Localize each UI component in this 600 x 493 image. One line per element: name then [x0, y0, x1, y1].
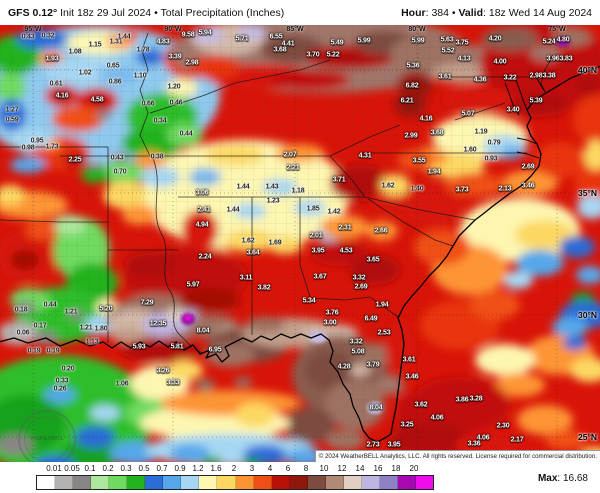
- max-label: Max: [537, 473, 558, 484]
- colorbar-tick: 0.9: [174, 464, 186, 473]
- colorbar-area: 0.01 0.05 0.1 0.2 0.3 0.5 0.7 0.9 1.2 1.6 2 3 4 6 8 10 1…: [0, 462, 600, 493]
- colorbar-tick: 6: [285, 464, 291, 473]
- max-value: 16.68: [562, 473, 588, 484]
- colorbar-tick: 14: [355, 464, 365, 473]
- colorbar-tick: 0.3: [120, 464, 132, 473]
- colorbar-segment: [271, 476, 290, 489]
- copyright-notice: © 2024 WeatherBELL Analytics, LLC. All r…: [314, 450, 600, 462]
- colorbar-segment: [325, 476, 344, 489]
- colorbar-tick: 20: [409, 464, 419, 473]
- colorbar-segment: [343, 476, 362, 489]
- precip-shading-canvas: [0, 25, 600, 462]
- colorbar-tick: 10: [319, 464, 329, 473]
- colorbar-tick: 18: [391, 464, 401, 473]
- model-name: GFS 0.12°: [8, 6, 58, 19]
- colorbar-segment: [199, 476, 218, 489]
- colorbar-segment: [253, 476, 272, 489]
- colorbar-segment: [307, 476, 326, 489]
- colorbar-segment: [379, 476, 398, 489]
- colorbar-tick: 3: [249, 464, 255, 473]
- colorbar-segment: [397, 476, 416, 489]
- valid-value: 18z Wed 14 Aug 2024: [488, 6, 592, 19]
- precipitation-map: 0.43 0.32 1.15 1.31 1.44 1.08 1.93 1.78 2.98 1.02…: [0, 25, 600, 468]
- product-name: Total Precipitation (Inches): [160, 6, 285, 19]
- colorbar-segment: [163, 476, 182, 489]
- colorbar-tick: 0.1: [84, 464, 96, 473]
- colorbar-tick: 4: [267, 464, 273, 473]
- bays-coast-detail: [504, 73, 546, 159]
- colorbar-tick: 0.05: [64, 464, 80, 473]
- colorbar-tick: 0.01: [46, 464, 62, 473]
- colorbar-segment: [145, 476, 164, 489]
- colorbar-segment: [181, 476, 200, 489]
- colorbar-segment: [217, 476, 236, 489]
- colorbar-segment: [289, 476, 308, 489]
- colorbar-segment: [109, 476, 128, 489]
- colorbar-segment: [91, 476, 110, 489]
- colorbar-tick: 16: [373, 464, 383, 473]
- colorbar-tick: 0.5: [138, 464, 150, 473]
- valid-time-block: Hour: 384 • Valid: 18z Wed 14 Aug 2024: [401, 6, 592, 19]
- colorbar-segment: [361, 476, 380, 489]
- max-value-readout: Max: 16.68: [537, 473, 588, 484]
- colorbar-segment: [235, 476, 254, 489]
- colorbar-tick: 2: [231, 464, 237, 473]
- colorbar-tick: 8: [303, 464, 309, 473]
- state-borders: [0, 32, 554, 363]
- map-title: GFS 0.12° Init 18z 29 Jul 2024 • Total P…: [8, 7, 284, 19]
- colorbar-segment: [73, 476, 92, 489]
- coastline: [0, 65, 600, 443]
- hour-value: 384: [431, 6, 449, 19]
- valid-bullet: •: [451, 6, 456, 19]
- colorbar-tick-labels: 0.01 0.05 0.1 0.2 0.3 0.5 0.7 0.9 1.2 1.6 2 3 4 6 8 10 1…: [0, 464, 600, 474]
- watermark-text: WeatherBELL: [30, 436, 64, 442]
- colorbar-tick: 0.2: [102, 464, 114, 473]
- colorbar-segment: [55, 476, 74, 489]
- colorbar-scale: [36, 475, 434, 490]
- weatherbell-watermark-logo: WeatherBELL: [18, 410, 76, 468]
- hour-label: Hour: [401, 6, 426, 19]
- valid-label: Valid: [458, 6, 484, 19]
- colorbar-tick: 1.2: [192, 464, 204, 473]
- title-bullet: •: [154, 6, 158, 19]
- titlebar: GFS 0.12° Init 18z 29 Jul 2024 • Total P…: [0, 0, 600, 25]
- colorbar-segment: [127, 476, 146, 489]
- latlon-gridlines: [0, 25, 600, 462]
- colorbar-tick: 12: [337, 464, 347, 473]
- colorbar-segment: [37, 476, 56, 489]
- init-time: Init 18z 29 Jul 2024: [60, 6, 152, 19]
- colorbar-segment: [415, 476, 434, 489]
- colorbar-tick: 1.6: [210, 464, 222, 473]
- colorbar-tick: 0.7: [156, 464, 168, 473]
